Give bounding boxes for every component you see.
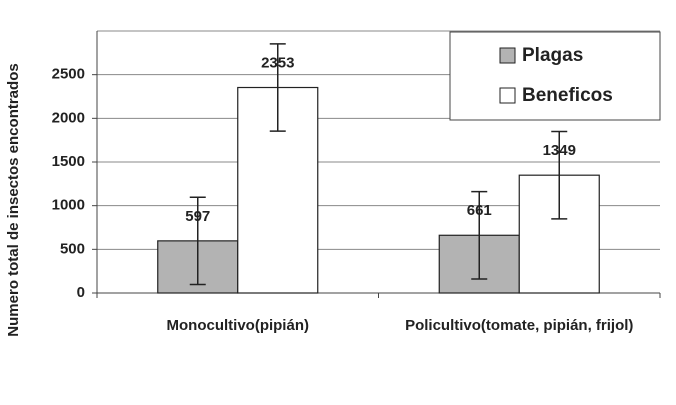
y-tick-label: 1000: [52, 197, 85, 214]
y-tick-label: 2000: [52, 109, 85, 126]
y-tick-label: 500: [60, 240, 85, 257]
data-label: 597: [185, 208, 210, 225]
legend-label: Plagas: [522, 45, 583, 66]
y-tick-label: 0: [77, 284, 85, 301]
y-tick-label: 1500: [52, 153, 85, 170]
legend-swatch: [499, 47, 516, 64]
legend-swatch: [499, 87, 516, 104]
x-tick-label: Monocultivo(pipián): [166, 317, 309, 334]
data-label: 661: [467, 202, 492, 219]
y-axis-label: Numero total de insectos encontrados: [5, 63, 22, 336]
legend-label: Beneficos: [522, 85, 613, 106]
x-tick-label: Policultivo(tomate, pipián, frijol): [405, 317, 634, 334]
legend-box: [449, 31, 661, 121]
y-tick-label: 2500: [52, 66, 85, 83]
data-label: 1349: [543, 142, 576, 159]
data-label: 2353: [261, 54, 294, 71]
